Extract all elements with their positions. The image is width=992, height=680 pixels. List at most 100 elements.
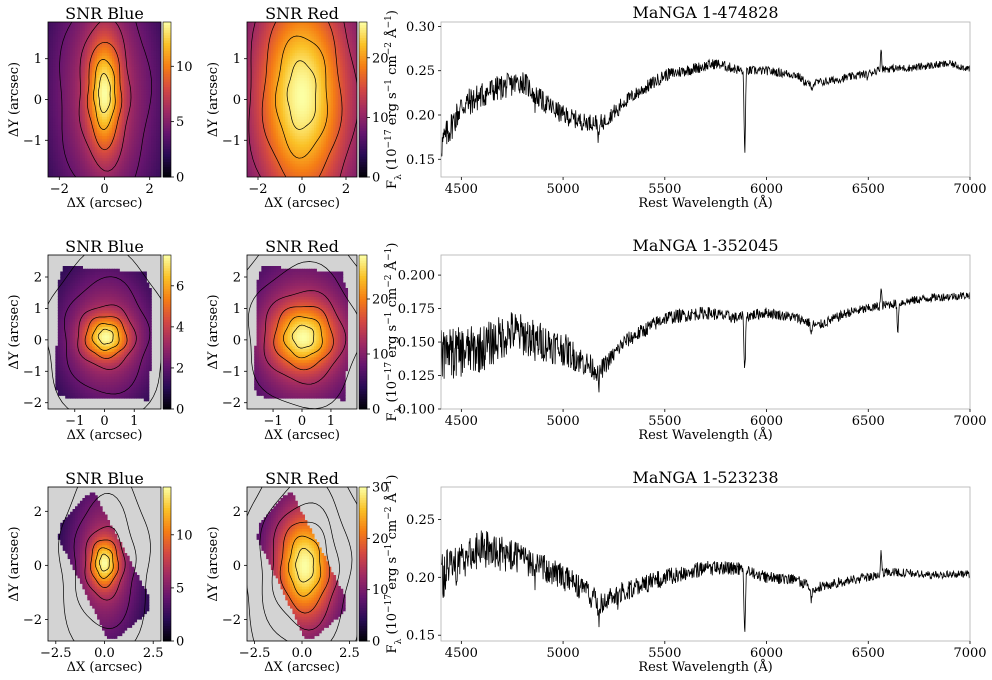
colorbar-tick-label: 0 xyxy=(372,403,380,418)
snr-contour xyxy=(77,304,137,370)
x-tick-label: −2 xyxy=(50,182,69,197)
x-tick-label: 0 xyxy=(100,182,108,197)
x-tick-label: −1 xyxy=(65,414,84,429)
snr-contour xyxy=(86,41,123,151)
colorbar: 0 10 20 xyxy=(358,254,389,418)
snr-contour xyxy=(48,255,161,409)
y-tick-label: −1 xyxy=(23,365,42,380)
colorbar-tick-label: 0 xyxy=(372,171,380,186)
x-tick-label: 6000 xyxy=(750,646,783,661)
x-tick-label: 0 xyxy=(100,414,108,429)
y-tick-label: 2 xyxy=(233,505,241,520)
y-tick-label: 0.15 xyxy=(406,153,435,168)
map-title: SNR Blue xyxy=(65,237,144,256)
y-tick-label: 0.20 xyxy=(406,571,435,586)
x-tick-label: 0 xyxy=(298,182,306,197)
snr-contour xyxy=(58,487,151,641)
y-tick-label: −1 xyxy=(23,134,42,149)
snr-map-panel: −2.5 0.0 2.5 −2 0 2 SNR Red ΔX (arcsec) ΔY (arcs… xyxy=(206,469,389,675)
y-tick-label: −1 xyxy=(222,365,241,380)
y-tick-label: 0.100 xyxy=(398,403,435,418)
y-tick-label: 0 xyxy=(233,93,241,108)
spectrum-line xyxy=(441,530,970,632)
snr-map-panel: −2 0 2 −1 0 1 SNR Red ΔX (arcsec) ΔY (arcsec) 0 10… xyxy=(206,4,389,211)
snr-map-panel: −1 0 1 −2 −1 0 1 2 SNR Red ΔX (arcsec) ΔY (arcsec)… xyxy=(206,237,389,443)
colorbar-tick-label: 4 xyxy=(176,320,184,335)
map-x-axis-label: ΔX (arcsec) xyxy=(264,660,340,675)
colorbar: 0 10 20 xyxy=(358,21,389,186)
y-tick-label: 1 xyxy=(233,302,241,317)
snr-map-panel: −2 0 2 −1 0 1 SNR Blue ΔX (arcsec) ΔY (arcsec) 0 5… xyxy=(7,4,193,211)
x-tick-label: 6500 xyxy=(852,414,885,429)
spectrum-title: MaNGA 1-352045 xyxy=(632,236,778,255)
y-tick-label: 0.125 xyxy=(398,369,435,384)
colorbar-tick-label: 2 xyxy=(176,361,184,376)
snr-contour xyxy=(259,487,353,641)
snr-contour xyxy=(248,22,357,177)
map-title: SNR Blue xyxy=(65,469,144,488)
colorbar-tick-label: 10 xyxy=(372,111,389,126)
x-tick-label: 5500 xyxy=(648,414,681,429)
x-tick-label: 5000 xyxy=(547,182,580,197)
y-tick-label: 0.175 xyxy=(398,302,435,317)
x-tick-label: 2.5 xyxy=(339,646,360,661)
snr-contour xyxy=(275,35,328,159)
map-y-axis-label: ΔY (arcsec) xyxy=(206,62,221,137)
spectrum-frame xyxy=(440,21,971,178)
y-tick-label: 0.15 xyxy=(406,629,435,644)
x-tick-label: 2.5 xyxy=(143,646,164,661)
x-tick-label: 2 xyxy=(146,182,154,197)
snr-map-panel: −1 0 1 −2 −1 0 1 2 SNR Blue ΔX (arcsec) ΔY (arcsec… xyxy=(7,237,184,443)
snr-contour xyxy=(91,323,120,351)
spectrum-x-axis-label: Rest Wavelength (Å) xyxy=(638,659,772,675)
x-tick-label: 7000 xyxy=(953,182,986,197)
x-tick-label: 0.0 xyxy=(292,646,313,661)
spectrum-y-axis-label: Fλ (10−17 erg s−1 cm−2 Å−1) xyxy=(384,475,404,654)
x-tick-label: 6000 xyxy=(750,414,783,429)
y-tick-label: 0 xyxy=(34,559,42,574)
spectrum-line xyxy=(441,49,970,157)
map-y-axis-label: ΔY (arcsec) xyxy=(206,526,221,601)
map-y-axis-label: ΔY (arcsec) xyxy=(7,294,22,369)
map-pixels xyxy=(55,266,152,402)
y-tick-label: 0 xyxy=(34,333,42,348)
map-y-axis-label: ΔY (arcsec) xyxy=(7,62,22,137)
map-pixels xyxy=(48,22,161,177)
snr-contour xyxy=(247,261,357,409)
colorbar: 0 2 4 6 xyxy=(162,254,184,418)
x-tick-label: 6500 xyxy=(852,646,885,661)
snr-contour xyxy=(73,493,137,629)
snr-contour xyxy=(271,502,340,631)
spectrum-frame xyxy=(440,486,971,642)
y-tick-label: 0 xyxy=(233,333,241,348)
y-tick-label: −2 xyxy=(222,396,241,411)
map-x-axis-label: ΔX (arcsec) xyxy=(67,660,143,675)
y-tick-label: 0.200 xyxy=(398,269,435,284)
spectrum-panel: 4500 5000 5500 6000 6500 7000 0.15 0.20 0.25 MaNG… xyxy=(384,468,987,675)
spectrum-title: MaNGA 1-474828 xyxy=(632,3,778,22)
colorbar-tick-label: 20 xyxy=(372,51,389,66)
x-tick-label: 6000 xyxy=(750,182,783,197)
y-tick-label: 0.20 xyxy=(406,109,435,124)
colorbar-tick-label: 6 xyxy=(176,279,184,294)
colorbar-tick-label: 10 xyxy=(176,60,193,75)
snr-contour xyxy=(97,328,114,345)
map-y-axis-label: ΔY (arcsec) xyxy=(206,294,221,369)
y-tick-label: 1 xyxy=(34,302,42,317)
colorbar: 0 5 10 xyxy=(162,21,193,186)
snr-contour xyxy=(93,59,116,130)
snr-contour xyxy=(84,316,128,359)
colorbar-tick-label: 20 xyxy=(372,293,389,308)
snr-contour xyxy=(78,22,132,172)
snr-contour xyxy=(291,324,315,349)
y-tick-label: 0.25 xyxy=(406,64,435,79)
map-y-axis-label: ΔY (arcsec) xyxy=(7,526,22,601)
map-x-axis-label: ΔX (arcsec) xyxy=(67,428,143,443)
x-tick-label: 4500 xyxy=(445,414,478,429)
snr-contour xyxy=(59,22,153,177)
colorbar-tick-label: 5 xyxy=(176,581,184,596)
snr-contour xyxy=(279,521,331,614)
snr-contour xyxy=(273,306,334,371)
map-title: SNR Blue xyxy=(65,4,144,23)
colorbar: 0 5 10 xyxy=(162,486,193,650)
